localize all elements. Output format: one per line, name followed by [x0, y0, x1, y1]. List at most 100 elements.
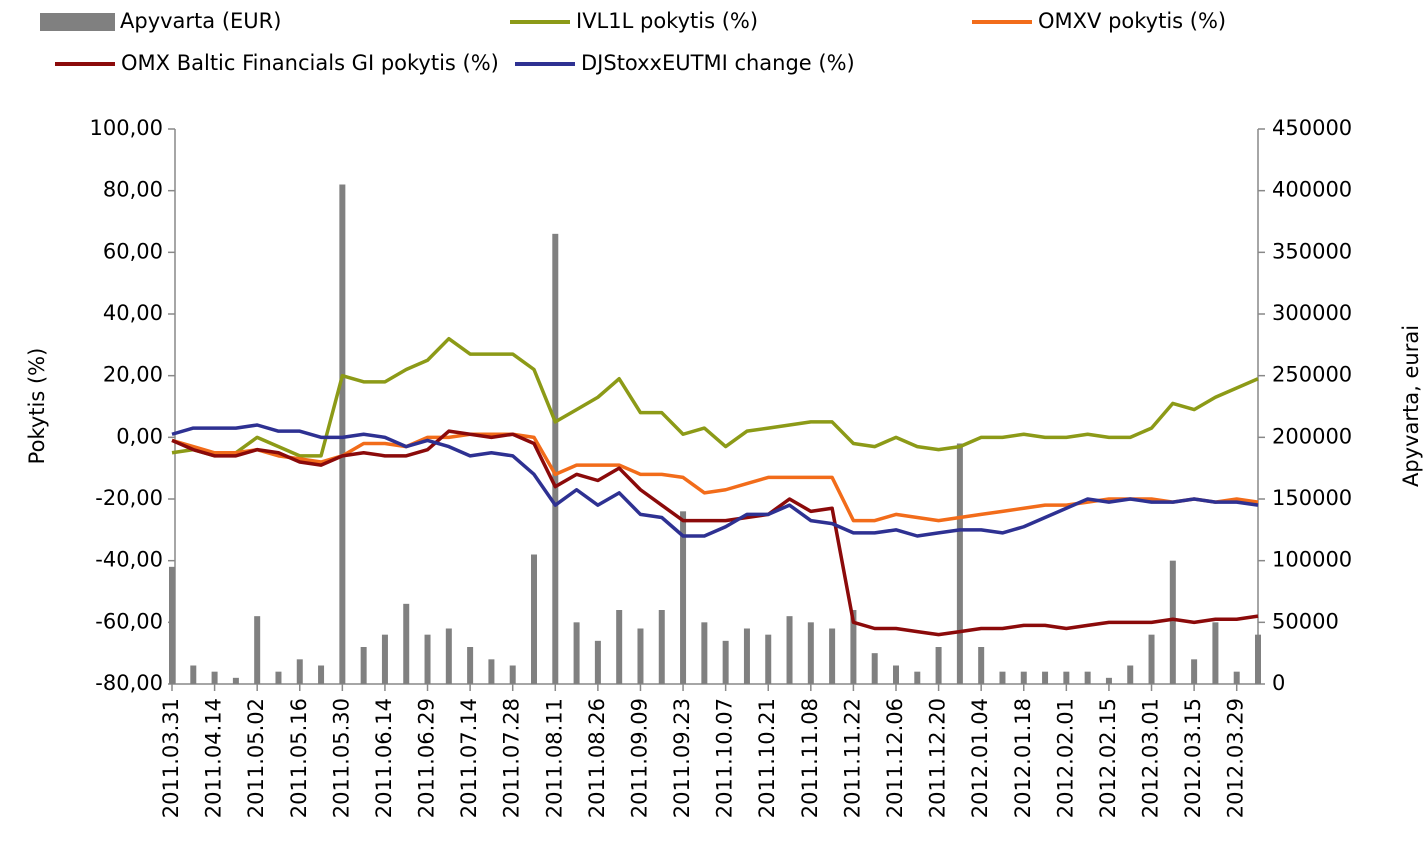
volume-bar [1169, 560, 1176, 684]
volume-bar [1255, 634, 1261, 684]
x-tick-label: 2011.08.11 [542, 698, 566, 818]
y-tick-label: -40,00 [95, 548, 163, 572]
volume-bar [424, 634, 431, 684]
volume-bar [978, 647, 985, 684]
volume-bar [999, 671, 1006, 684]
y-tick-label: 20,00 [103, 363, 163, 387]
volume-bar [935, 647, 942, 684]
x-tick-label: 2011.09.09 [627, 698, 651, 818]
y2-tick-label: 450000 [1272, 116, 1352, 140]
volume-bar [637, 628, 644, 684]
volume-bar [360, 647, 367, 684]
volume-bar [552, 233, 559, 685]
volume-bar [1105, 677, 1112, 684]
x-tick-label: 2011.03.31 [159, 698, 183, 818]
volume-bar [829, 628, 836, 684]
volume-bar [318, 665, 325, 684]
volume-bar [296, 659, 303, 684]
volume-bar [871, 653, 878, 684]
volume-bar [850, 610, 857, 684]
x-tick-label: 2011.06.14 [372, 698, 396, 818]
volume-bar [1233, 671, 1240, 684]
x-tick-label: 2012.03.15 [1181, 698, 1205, 818]
x-tick-label: 2011.06.29 [415, 698, 439, 818]
volume-bar [701, 622, 708, 684]
volume-bar [169, 566, 175, 684]
volume-bar [1084, 671, 1091, 684]
volume-bar [467, 647, 474, 684]
volume-bar [1148, 634, 1155, 684]
y2-tick-label: 100000 [1272, 548, 1352, 572]
volume-bar [807, 622, 814, 684]
x-tick-label: 2011.11.08 [798, 698, 822, 818]
y-tick-label: 60,00 [103, 239, 163, 263]
volume-bar [254, 616, 261, 684]
y-axis-label: Pokytis (%) [25, 348, 49, 465]
x-tick-label: 2012.01.18 [1011, 698, 1035, 818]
volume-bar [1212, 622, 1219, 684]
series-line [171, 432, 1259, 523]
y-tick-label: -80,00 [95, 671, 163, 695]
x-tick-label: 2011.05.16 [287, 698, 311, 818]
y-tick-label: 100,00 [90, 116, 163, 140]
x-tick-label: 2011.10.07 [713, 698, 737, 818]
volume-bar [1042, 671, 1049, 684]
y2-axis-label: Apyvarta, eurai [1399, 325, 1423, 487]
y2-tick-label: 300000 [1272, 301, 1352, 325]
volume-bar [509, 665, 516, 684]
volume-bar [1191, 659, 1198, 684]
x-tick-label: 2012.03.29 [1224, 698, 1248, 818]
volume-bar [211, 671, 218, 684]
legend-label: DJStoxxEUTMI change (%) [581, 51, 855, 75]
volume-bar [722, 640, 729, 684]
y-tick-label: -20,00 [95, 486, 163, 510]
volume-bar [594, 640, 601, 684]
volume-bar [445, 628, 452, 684]
legend-label: Apyvarta (EUR) [120, 9, 281, 33]
x-tick-label: 2011.07.14 [457, 698, 481, 818]
y2-tick-label: 250000 [1272, 363, 1352, 387]
series-line [171, 429, 1259, 637]
volume-bar [339, 184, 346, 684]
volume-bar [680, 511, 687, 684]
x-tick-label: 2011.12.20 [926, 698, 950, 818]
y2-tick-label: 350000 [1272, 239, 1352, 263]
volume-bar [403, 603, 410, 684]
volume-bar [1127, 665, 1134, 684]
x-tick-label: 2012.02.15 [1096, 698, 1120, 818]
x-tick-label: 2012.01.04 [968, 698, 992, 818]
legend-swatch [40, 13, 115, 31]
x-tick-label: 2012.02.01 [1053, 698, 1077, 818]
volume-bar [1020, 671, 1027, 684]
y-tick-label: 80,00 [103, 178, 163, 202]
legend-label: OMX Baltic Financials GI pokytis (%) [121, 51, 499, 75]
volume-bar [381, 634, 388, 684]
volume-bar [616, 610, 623, 684]
legend-label: IVL1L pokytis (%) [576, 9, 758, 33]
volume-bar [275, 671, 282, 684]
x-tick-label: 2011.09.23 [670, 698, 694, 818]
volume-bar [1063, 671, 1070, 684]
y-tick-label: 40,00 [103, 301, 163, 325]
volume-bar [232, 677, 239, 684]
volume-bar [765, 634, 772, 684]
volume-bar [956, 443, 963, 684]
y2-tick-label: 400000 [1272, 178, 1352, 202]
y-tick-label: -60,00 [95, 609, 163, 633]
x-tick-label: 2011.11.22 [840, 698, 864, 818]
y-tick-label: 0,00 [116, 424, 163, 448]
y2-tick-label: 50000 [1272, 609, 1339, 633]
x-tick-label: 2011.05.02 [244, 698, 268, 818]
y2-tick-label: 200000 [1272, 424, 1352, 448]
volume-bar [786, 616, 793, 684]
y2-tick-label: 150000 [1272, 486, 1352, 510]
y2-tick-label: 0 [1272, 671, 1285, 695]
volume-bar [190, 665, 197, 684]
series-line [171, 336, 1259, 458]
volume-bar [743, 628, 750, 684]
x-tick-label: 2011.04.14 [202, 698, 226, 818]
series-line [171, 423, 1259, 538]
legend-label: OMXV pokytis (%) [1038, 9, 1226, 33]
x-tick-label: 2012.03.01 [1139, 698, 1163, 818]
